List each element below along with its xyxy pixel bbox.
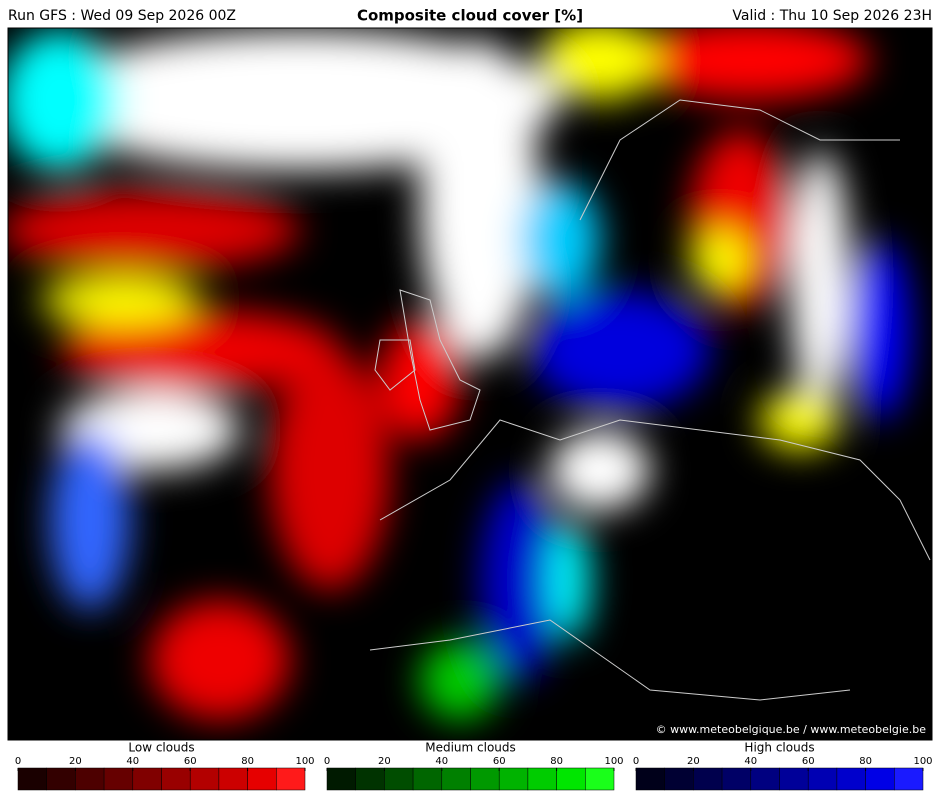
color-swatch xyxy=(693,767,723,791)
color-swatch xyxy=(412,767,443,791)
run-label: Run GFS : Wed 09 Sep 2026 00Z xyxy=(8,8,236,24)
map-title: Composite cloud cover [%] xyxy=(357,7,583,25)
tick-label: 0 xyxy=(324,756,330,767)
color-swatch xyxy=(132,767,162,791)
map-frame xyxy=(7,27,933,741)
color-swatch xyxy=(836,767,866,791)
tick-label: 80 xyxy=(241,756,254,767)
color-swatch xyxy=(779,767,809,791)
color-swatch xyxy=(750,767,780,791)
color-swatch xyxy=(527,767,557,791)
color-swatch xyxy=(865,767,895,791)
tick-label: 60 xyxy=(493,756,506,767)
color-swatch xyxy=(355,767,385,791)
tick-label: 0 xyxy=(15,756,21,767)
color-swatch xyxy=(161,767,191,791)
color-swatch xyxy=(384,767,414,791)
legend-title: High clouds xyxy=(744,741,814,755)
color-swatch xyxy=(326,767,356,791)
color-swatch xyxy=(103,767,134,791)
tick-label: 100 xyxy=(604,756,623,767)
tick-label: 40 xyxy=(126,756,139,767)
color-swatch xyxy=(721,767,752,791)
color-swatch xyxy=(664,767,694,791)
color-swatch xyxy=(635,767,665,791)
tick-label: 100 xyxy=(913,756,932,767)
color-swatch xyxy=(807,767,838,791)
valid-label: Valid : Thu 10 Sep 2026 23H xyxy=(732,8,932,24)
tick-label: 40 xyxy=(744,756,757,767)
legend-title: Low clouds xyxy=(128,741,194,755)
color-swatch xyxy=(498,767,529,791)
tick-label: 40 xyxy=(435,756,448,767)
color-swatch xyxy=(276,767,306,791)
color-swatch xyxy=(470,767,500,791)
color-swatch xyxy=(46,767,76,791)
map xyxy=(8,28,932,740)
tick-label: 100 xyxy=(295,756,314,767)
color-swatch xyxy=(218,767,248,791)
color-swatch xyxy=(247,767,277,791)
tick-label: 20 xyxy=(687,756,700,767)
color-swatch xyxy=(75,767,105,791)
tick-label: 80 xyxy=(859,756,872,767)
tick-label: 0 xyxy=(633,756,639,767)
tick-label: 60 xyxy=(184,756,197,767)
legend-title: Medium clouds xyxy=(425,741,516,755)
credit: © www.meteobelgique.be / www.meteobelgie… xyxy=(656,723,927,736)
tick-label: 60 xyxy=(802,756,815,767)
color-swatch xyxy=(189,767,220,791)
tick-label: 20 xyxy=(69,756,82,767)
color-swatch xyxy=(894,767,924,791)
color-swatch xyxy=(585,767,615,791)
tick-label: 80 xyxy=(550,756,563,767)
color-swatch xyxy=(17,767,47,791)
color-swatch xyxy=(556,767,586,791)
tick-label: 20 xyxy=(378,756,391,767)
color-swatch xyxy=(441,767,471,791)
